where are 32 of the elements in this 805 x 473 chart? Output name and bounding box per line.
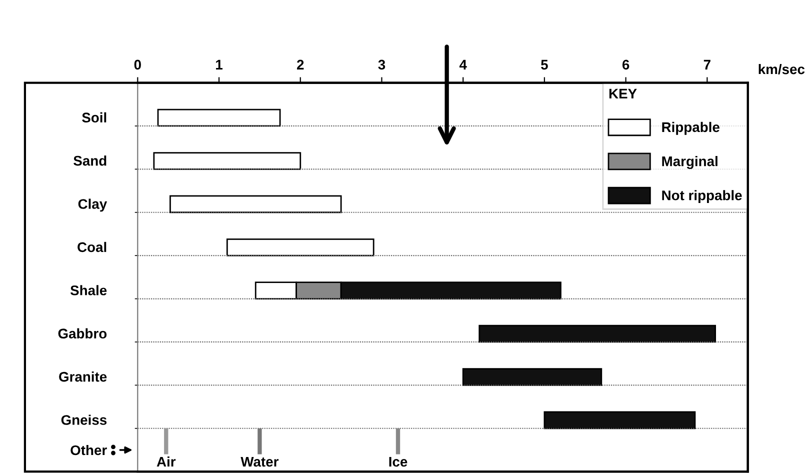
x-tick-label: 7: [704, 60, 710, 70]
y-tick-label: Coal: [78, 242, 106, 252]
y-tick-label: Shale: [70, 285, 107, 296]
ref-line-label: Water: [240, 456, 279, 467]
y-tick-label: Gabbro: [58, 328, 107, 339]
bar: [478, 324, 716, 343]
x-tick-label: 1: [216, 60, 222, 70]
y-tick-label: Soil: [82, 112, 106, 123]
y-tick-label: Sand: [74, 156, 106, 166]
y-tick-label: Clay: [78, 198, 108, 212]
legend-label: Not rippable: [662, 190, 742, 204]
y-tick-label: Gneiss: [61, 414, 107, 425]
bar: [226, 238, 374, 256]
bar: [153, 152, 302, 170]
y-tick-label: Granite: [59, 372, 107, 382]
x-tick-label: 0: [134, 60, 141, 70]
bar: [462, 368, 602, 386]
bar: [544, 411, 696, 430]
legend-label: Marginal: [662, 156, 718, 170]
legend-title: KEY: [609, 88, 637, 98]
x-tick-label: 6: [622, 60, 630, 70]
bar: [170, 195, 342, 214]
ref-line-label: Ice: [389, 456, 408, 467]
x-tick-label: 5: [541, 60, 548, 70]
x-tick-label: 2: [296, 60, 304, 70]
x-tick-label: 3: [378, 60, 386, 70]
y-tick-label: Other: [70, 444, 107, 456]
x-tick-label: 4: [459, 60, 467, 70]
ref-line-label: Air: [156, 456, 176, 467]
x-axis-title: km/sec: [758, 64, 805, 74]
legend-label: Rippable: [662, 122, 720, 135]
bar: [157, 108, 281, 127]
